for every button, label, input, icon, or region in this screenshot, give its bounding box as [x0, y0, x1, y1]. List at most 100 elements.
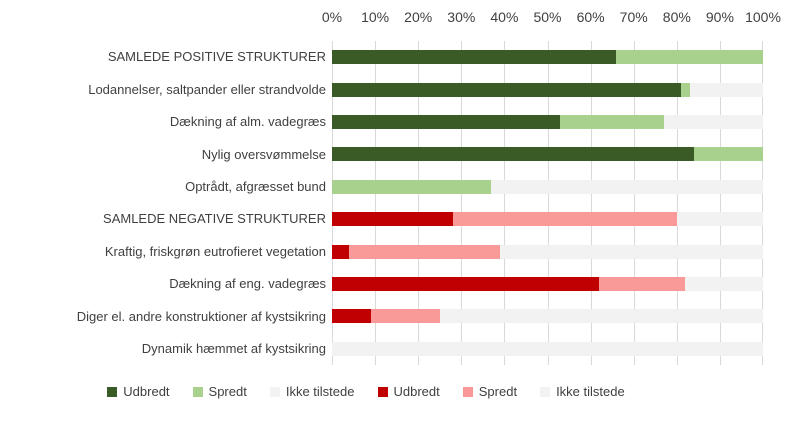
bar-segment-udbredt: [332, 309, 371, 324]
bar-row: [332, 268, 763, 300]
axis-tick-label: 100%: [745, 9, 781, 25]
axis-tick-label: 40%: [490, 9, 519, 25]
legend-item: Ikke tilstede: [269, 384, 355, 399]
legend-swatch-icon: [192, 386, 203, 397]
bar-segment-spredt: [694, 147, 763, 162]
bar-row: [332, 73, 763, 105]
bar-segment-udbredt: [332, 244, 350, 259]
legend-label: Udbredt: [393, 384, 440, 399]
stacked-bar: [332, 341, 763, 356]
bar-segment-ikke-tilstede: [439, 309, 763, 324]
bar-row: [332, 171, 763, 203]
stacked-bar: [332, 212, 763, 227]
category-label: SAMLEDE POSITIVE STRUKTURER: [107, 49, 326, 65]
bar-segment-spredt: [349, 244, 501, 259]
bar-segment-udbredt: [332, 147, 695, 162]
gridline: [418, 41, 420, 365]
legend-item: Udbredt: [107, 384, 170, 399]
legend-swatch-icon: [540, 386, 551, 397]
category-label: Dynamik hæmmet af kystsikring: [141, 341, 326, 357]
category-label: Dækning af eng. vadegræs: [169, 276, 326, 292]
category-label: Nylig oversvømmelse: [201, 146, 326, 162]
bar-row: [332, 203, 763, 235]
gridline: [375, 41, 377, 365]
category-label: Dækning af alm. vadegræs: [169, 114, 326, 130]
axis-tick-label: 10%: [361, 9, 390, 25]
bar-segment-ikke-tilstede: [685, 277, 763, 292]
category-label: Optrådt, afgræsset bund: [185, 179, 326, 194]
bar-segment-ikke-tilstede: [491, 179, 763, 194]
gridline: [590, 41, 592, 365]
legend-label: Spredt: [208, 384, 247, 399]
axis-tick-label: 30%: [447, 9, 476, 25]
gridline: [332, 41, 333, 365]
gridline: [504, 41, 506, 365]
bar-segment-spredt: [370, 309, 440, 324]
gridline: [633, 41, 635, 365]
gridline: [676, 41, 678, 365]
legend-swatch-icon: [462, 386, 473, 397]
stacked-bar: [332, 50, 763, 65]
stacked-bar: [332, 277, 763, 292]
bar-row: [332, 106, 763, 138]
category-labels: SAMLEDE POSITIVE STRUKTURER Lodannelser, …: [0, 41, 326, 365]
stacked-bar: [332, 244, 763, 259]
bar-segment-ikke-tilstede: [689, 82, 763, 97]
axis-tick-label: 70%: [619, 9, 648, 25]
stacked-bar: [332, 309, 763, 324]
axis-tick-label: 80%: [662, 9, 691, 25]
axis-tick-label: 0%: [321, 9, 343, 25]
bar-row: [332, 235, 763, 267]
gridline: [762, 41, 763, 365]
bar-segment-ikke-tilstede: [676, 212, 763, 227]
legend-item: Spredt: [462, 384, 518, 399]
stacked-bar: [332, 115, 763, 130]
axis-tick-label: 90%: [705, 9, 734, 25]
bar-rows: [332, 41, 763, 365]
legend-item: Ikke tilstede: [540, 384, 625, 399]
category-label: Kraftig, friskgrøn eutrofieret vegetatio…: [104, 243, 326, 259]
gridline: [719, 41, 721, 365]
bar-row: [332, 138, 763, 170]
axis-tick-label: 50%: [533, 9, 562, 25]
bar-segment-spredt: [560, 115, 664, 130]
legend-label: Spredt: [478, 384, 518, 399]
gridline: [547, 41, 549, 365]
legend-label: Ikke tilstede: [556, 384, 625, 399]
bar-segment-ikke-tilstede: [663, 115, 763, 130]
bar-segment-spredt: [599, 277, 686, 292]
legend-swatch-icon: [269, 386, 280, 397]
plot-area: [332, 41, 763, 365]
bar-row: [332, 300, 763, 332]
legend-label: Ikke tilstede: [285, 384, 355, 399]
bar-segment-ikke-tilstede: [332, 341, 763, 356]
axis-tick-label: 20%: [404, 9, 433, 25]
stacked-bar: [332, 179, 763, 194]
legend-item: Udbredt: [377, 384, 440, 399]
bar-segment-udbredt: [332, 115, 561, 130]
bar-row: [332, 333, 763, 365]
bar-segment-udbredt: [332, 50, 617, 65]
legend-item: Spredt: [192, 384, 247, 399]
bar-segment-udbredt: [332, 212, 453, 227]
stacked-bar: [332, 147, 763, 162]
category-label: SAMLEDE NEGATIVE STRUKTURER: [103, 211, 326, 227]
bar-segment-udbredt: [332, 277, 600, 292]
axis-tick-label: 60%: [576, 9, 605, 25]
x-axis: 0% 10% 20% 30% 40% 50% 60% 70% 80% 90% 100%: [322, 9, 781, 29]
bar-row: [332, 41, 763, 73]
gridline: [461, 41, 463, 365]
stacked-bar: [332, 82, 763, 97]
bar-segment-ikke-tilstede: [500, 244, 763, 259]
category-label: Lodannelser, saltpander eller strandvold…: [88, 81, 326, 97]
bar-segment-spredt: [332, 179, 492, 194]
legend: Udbredt Spredt Ikke tilstede Udbredt Spredt I…: [0, 384, 766, 399]
legend-swatch-icon: [107, 386, 118, 397]
bar-segment-spredt: [681, 82, 690, 97]
bar-segment-spredt: [616, 50, 763, 65]
bar-segment-spredt: [452, 212, 677, 227]
bar-segment-udbredt: [332, 82, 682, 97]
legend-swatch-icon: [377, 386, 388, 397]
legend-label: Udbredt: [123, 384, 170, 399]
